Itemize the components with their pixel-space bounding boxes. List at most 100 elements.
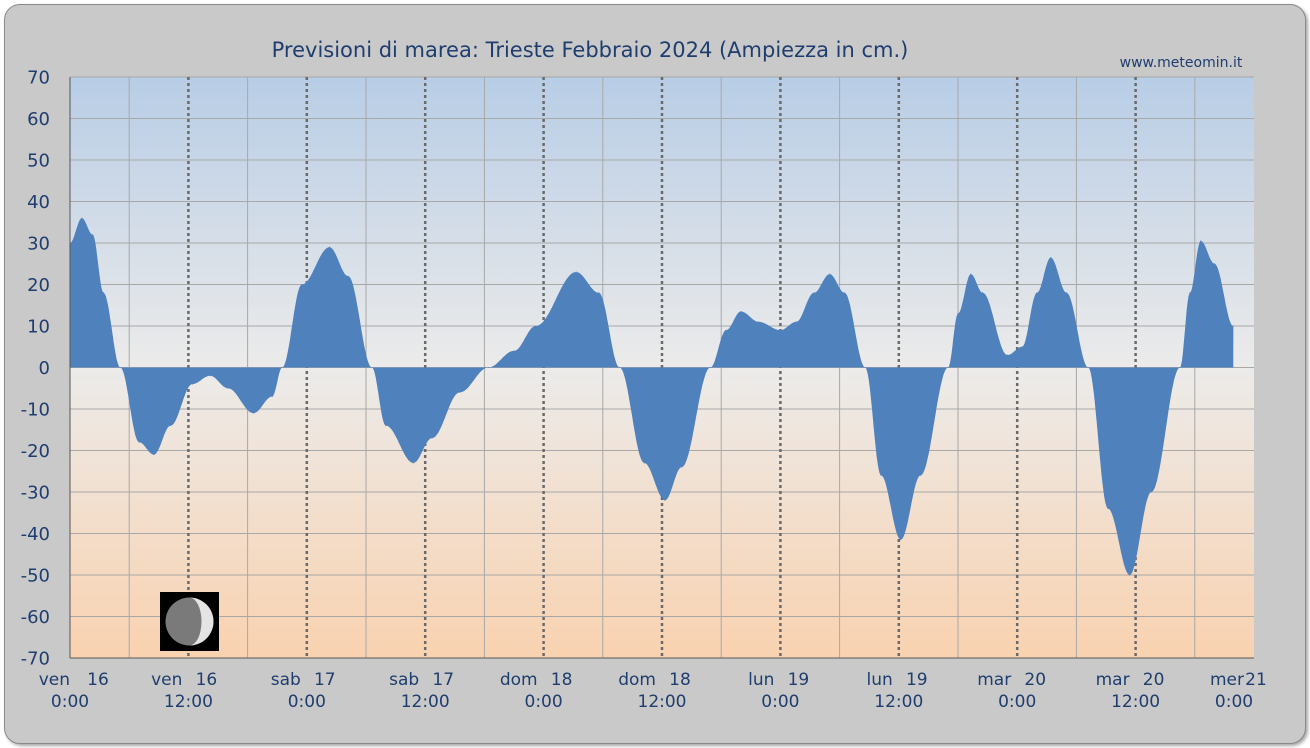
tide-point bbox=[385, 425, 387, 427]
x-tick-day: mer bbox=[1210, 670, 1244, 690]
x-tick-date: 18 bbox=[551, 670, 573, 690]
tide-point bbox=[643, 462, 645, 464]
x-tick-date: 20 bbox=[1024, 670, 1046, 690]
tide-point bbox=[1066, 292, 1068, 294]
tide-point bbox=[880, 474, 882, 476]
chart-title: Previsioni di marea: Trieste Febbraio 20… bbox=[272, 38, 909, 62]
x-tick-time: 0:00 bbox=[288, 692, 326, 712]
tide-point bbox=[664, 499, 666, 501]
x-tick-time: 0:00 bbox=[761, 692, 799, 712]
y-tick-label: -40 bbox=[21, 524, 50, 545]
tide-point bbox=[1232, 325, 1234, 327]
tide-point bbox=[1006, 354, 1008, 356]
tide-point bbox=[253, 412, 255, 414]
tide-point bbox=[347, 275, 349, 277]
y-tick-label: 10 bbox=[27, 317, 50, 338]
waning-crescent-moon-icon bbox=[160, 592, 219, 651]
x-tick-date: 19 bbox=[788, 670, 810, 690]
tide-point bbox=[92, 234, 94, 236]
x-tick: ven 160:00 bbox=[39, 670, 109, 712]
tide-point bbox=[535, 325, 537, 327]
tide-point bbox=[957, 313, 959, 315]
x-tick-day: ven bbox=[151, 670, 182, 690]
tide-point bbox=[758, 321, 760, 323]
tide-point bbox=[970, 273, 972, 275]
x-tick-day: dom bbox=[500, 670, 538, 690]
tide-point bbox=[170, 425, 172, 427]
tide-point bbox=[1200, 240, 1202, 242]
tide-point bbox=[227, 387, 229, 389]
x-tick-day: mar bbox=[1096, 670, 1130, 690]
y-tick-label: -10 bbox=[21, 400, 50, 421]
x-tick: mar 200:00 bbox=[977, 670, 1046, 712]
tide-point bbox=[575, 271, 577, 273]
x-tick-day: lun bbox=[748, 670, 774, 690]
tide-point bbox=[709, 367, 711, 368]
tide-point bbox=[412, 462, 414, 464]
tide-point bbox=[81, 217, 83, 219]
tide-point bbox=[119, 367, 121, 368]
tide-point bbox=[487, 367, 489, 368]
tide-point bbox=[191, 383, 193, 385]
tide-point bbox=[209, 375, 211, 377]
tide-point bbox=[844, 292, 846, 294]
x-tick-time: 0:00 bbox=[1215, 692, 1253, 712]
tide-point bbox=[138, 441, 140, 443]
x-tick-date: 17 bbox=[314, 670, 336, 690]
tide-point bbox=[431, 437, 433, 439]
x-tick-time: 12:00 bbox=[874, 692, 923, 712]
x-tick-date: 16 bbox=[87, 670, 109, 690]
tide-point bbox=[1214, 263, 1216, 265]
x-tick-day: lun bbox=[867, 670, 893, 690]
x-tick-time: 12:00 bbox=[401, 692, 450, 712]
y-tick-label: -30 bbox=[21, 483, 50, 504]
tide-point bbox=[1050, 257, 1052, 259]
y-tick-label: -50 bbox=[21, 566, 50, 587]
tide-point bbox=[947, 367, 949, 368]
y-tick-label: 40 bbox=[27, 192, 50, 213]
y-tick-label: -60 bbox=[21, 607, 50, 628]
x-tick-day: sab bbox=[271, 670, 301, 690]
tide-point bbox=[281, 367, 283, 368]
x-tick-date: 19 bbox=[906, 670, 928, 690]
x-tick-date: 16 bbox=[196, 670, 218, 690]
y-tick-label: 70 bbox=[27, 68, 50, 89]
y-tick-label: 60 bbox=[27, 109, 50, 130]
tide-point bbox=[1107, 508, 1109, 510]
tide-point bbox=[740, 310, 742, 312]
x-tick-date: 17 bbox=[432, 670, 454, 690]
tide-point bbox=[779, 329, 781, 331]
tide-point bbox=[1087, 367, 1089, 368]
y-tick-label: 20 bbox=[27, 275, 50, 296]
x-tick: lun 190:00 bbox=[748, 670, 809, 712]
tide-point bbox=[1179, 367, 1181, 368]
tide-point bbox=[681, 466, 683, 468]
tide-point bbox=[1021, 346, 1023, 348]
tide-point bbox=[920, 474, 922, 476]
tide-point bbox=[1036, 292, 1038, 294]
tide-point bbox=[371, 367, 373, 368]
tide-point bbox=[864, 367, 866, 368]
x-tick-date: 18 bbox=[669, 670, 691, 690]
tide-point bbox=[103, 292, 105, 294]
tide-point bbox=[619, 367, 621, 368]
x-tick-day: sab bbox=[389, 670, 419, 690]
tide-point bbox=[829, 273, 831, 275]
tide-point bbox=[513, 350, 515, 352]
x-tick-time: 12:00 bbox=[638, 692, 687, 712]
y-tick-label: 50 bbox=[27, 151, 50, 172]
x-tick-time: 0:00 bbox=[998, 692, 1036, 712]
x-tick-time: 12:00 bbox=[164, 692, 213, 712]
tide-point bbox=[725, 329, 727, 331]
source-label: www.meteomin.it bbox=[1120, 55, 1243, 71]
tide-point bbox=[795, 321, 797, 323]
tide-point bbox=[1150, 491, 1152, 493]
x-tick: mer 210:00 bbox=[1210, 670, 1267, 712]
tide-point bbox=[153, 454, 155, 456]
